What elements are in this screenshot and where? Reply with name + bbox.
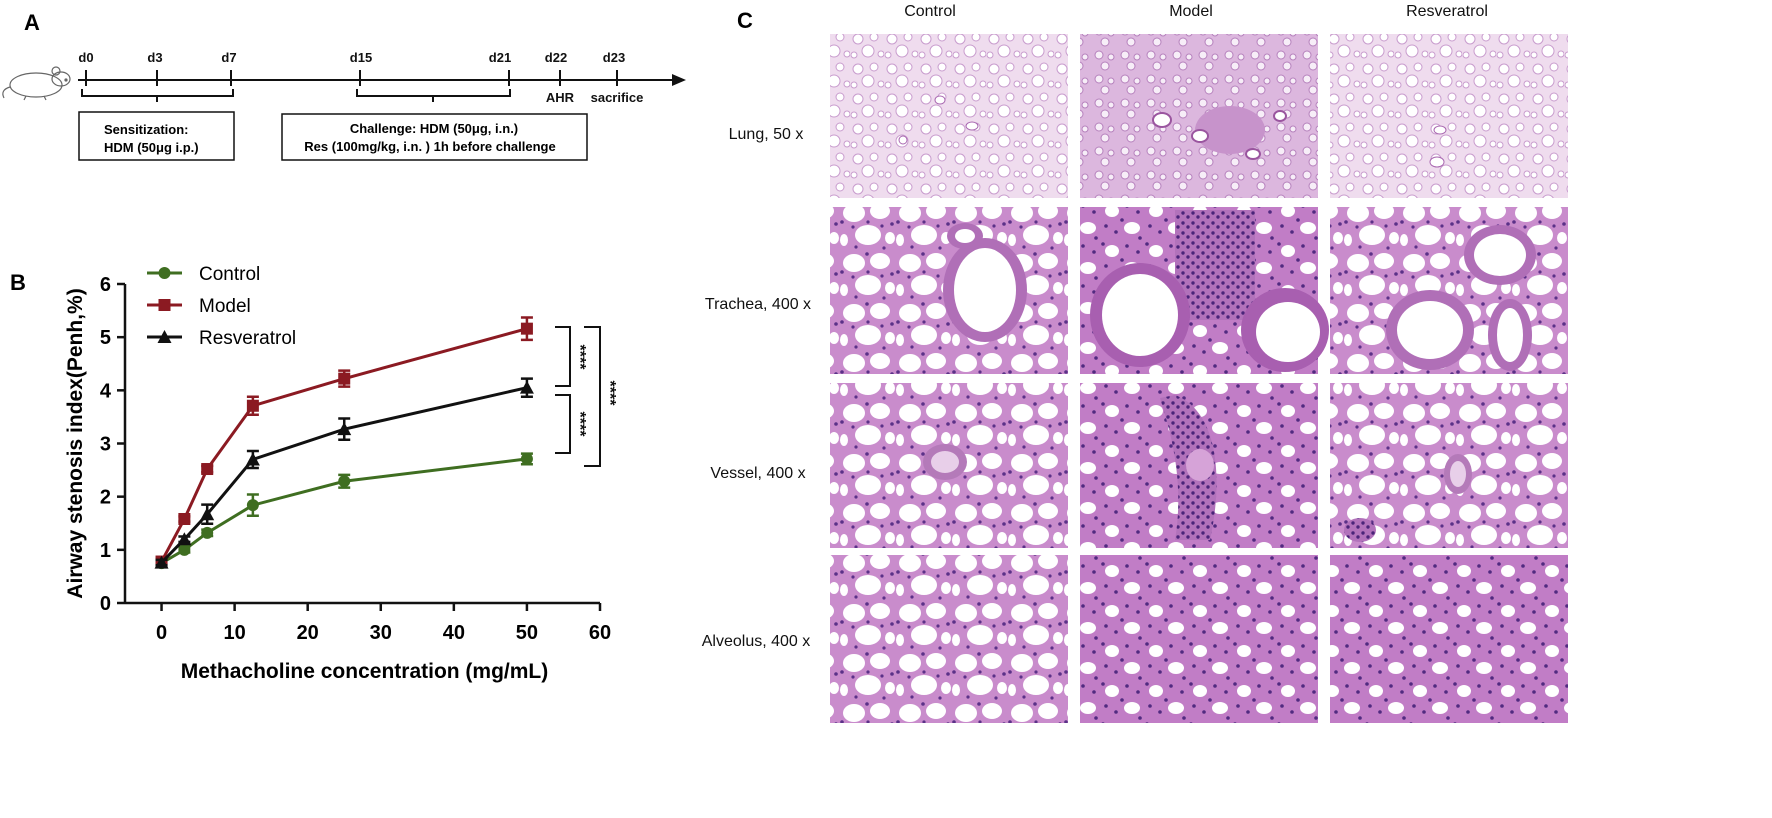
challenge-box: Challenge: HDM (50μg, i.n.) Res (100mg/k… xyxy=(281,113,588,161)
micrograph-trachea-control xyxy=(830,207,1068,374)
timeline-day-labels: d0 d3 d7 d15 d21 d22 d23 AHR sacrifice xyxy=(78,50,643,105)
y-tick-label: 6 xyxy=(100,274,111,296)
series-model xyxy=(155,316,533,568)
challenge-line: Challenge: HDM (50μg, i.n.) xyxy=(350,121,518,136)
sensitization-box: Sensitization: HDM (50μg i.p.) xyxy=(78,111,235,161)
data-point xyxy=(338,475,351,488)
sensitization-bracket xyxy=(81,89,234,102)
x-tick-label: 50 xyxy=(516,622,538,644)
data-point xyxy=(519,380,534,394)
data-point xyxy=(246,499,259,512)
panel-c: C Control Model Resveratrol Lung, 50 x T… xyxy=(702,3,1568,723)
day-label: d0 xyxy=(78,50,93,65)
x-tick-label: 40 xyxy=(443,622,465,644)
significance-mark: **** xyxy=(571,412,588,438)
panel-c-label: C xyxy=(737,8,753,33)
data-point xyxy=(520,452,533,465)
data-point xyxy=(178,543,191,556)
data-point xyxy=(177,532,192,546)
panel-a-label: A xyxy=(24,10,40,35)
y-tick-label: 4 xyxy=(100,380,112,402)
sensitization-line: Sensitization: xyxy=(104,122,189,137)
row-label: Lung, 50 x xyxy=(729,126,804,143)
data-point xyxy=(338,372,351,385)
y-tick-label: 1 xyxy=(100,540,111,562)
data-point xyxy=(201,463,214,476)
ahr-label: AHR xyxy=(546,90,575,105)
significance-mark: **** xyxy=(571,345,588,371)
x-tick-label: 60 xyxy=(589,622,611,644)
panel-b-label: B xyxy=(10,270,26,295)
challenge-bracket xyxy=(356,89,511,102)
panel-a: A d0 d3 d7 d15 d21 xyxy=(2,10,686,161)
micrograph-trachea-resveratrol xyxy=(1330,207,1568,374)
y-tick-label: 0 xyxy=(100,593,111,615)
column-header: Control xyxy=(904,3,956,20)
timeline xyxy=(78,70,686,102)
legend-marker xyxy=(158,299,171,311)
micrograph-trachea-model xyxy=(1080,207,1329,374)
x-tick-label: 0 xyxy=(156,622,167,644)
day-label: d21 xyxy=(489,50,511,65)
day-label: d22 xyxy=(545,50,567,65)
legend: Control Model Resveratrol xyxy=(147,264,296,349)
legend-marker xyxy=(157,330,172,343)
row-label: Alveolus, 400 x xyxy=(702,633,811,650)
legend-label: Resveratrol xyxy=(199,328,296,349)
bracket-resveratrol-vs-control xyxy=(555,394,571,454)
y-tick-label: 5 xyxy=(100,327,111,349)
data-point xyxy=(246,399,259,412)
micrograph-vessel-control xyxy=(830,383,1068,548)
sacrifice-label: sacrifice xyxy=(591,90,644,105)
data-point xyxy=(337,422,352,436)
data-point xyxy=(154,555,169,569)
significance-mark: **** xyxy=(601,381,618,407)
row-label: Trachea, 400 x xyxy=(705,296,811,313)
significance-annotations xyxy=(555,326,601,467)
micrograph-vessel-model xyxy=(1080,383,1318,548)
x-tick-label: 30 xyxy=(370,622,392,644)
micrograph-vessel-resveratrol xyxy=(1330,383,1568,548)
x-tick-label: 10 xyxy=(223,622,245,644)
micrograph-alveolus-control xyxy=(830,555,1068,723)
y-tick-label: 2 xyxy=(100,487,111,509)
y-tick-label: 3 xyxy=(100,434,111,456)
series-resveratrol xyxy=(154,377,534,569)
data-point xyxy=(200,507,215,521)
legend-label: Control xyxy=(199,264,260,285)
day-label: d23 xyxy=(603,50,625,65)
x-tick-label: 20 xyxy=(297,622,319,644)
day-label: d3 xyxy=(147,50,162,65)
y-axis-label: Airway stenosis index(Penh,%) xyxy=(64,288,87,598)
data-point xyxy=(178,512,191,525)
day-label: d15 xyxy=(350,50,372,65)
series-line xyxy=(160,327,528,563)
micrograph-alveolus-resveratrol xyxy=(1330,555,1568,723)
column-header: Model xyxy=(1169,3,1213,20)
data-point xyxy=(245,452,260,466)
x-axis-label: Methacholine concentration (mg/mL) xyxy=(181,660,549,683)
data-point xyxy=(201,526,214,539)
micrograph-lung-resveratrol xyxy=(1330,34,1568,198)
bracket-model-vs-resveratrol xyxy=(555,326,571,387)
mouse-icon xyxy=(2,66,71,101)
series-control xyxy=(155,452,533,570)
micrograph-lung-model xyxy=(1080,34,1318,198)
day-label: d7 xyxy=(221,50,236,65)
challenge-line: Res (100mg/kg, i.n. ) 1h before challeng… xyxy=(304,139,555,154)
micrograph-alveolus-model xyxy=(1080,555,1318,723)
timeline-arrowhead xyxy=(672,74,686,86)
legend-marker xyxy=(158,267,171,279)
legend-label: Model xyxy=(199,296,251,317)
sensitization-line: HDM (50μg i.p.) xyxy=(104,140,199,155)
row-label: Vessel, 400 x xyxy=(710,465,805,482)
data-point xyxy=(520,322,533,335)
column-header: Resveratrol xyxy=(1406,3,1488,20)
micrograph-lung-control xyxy=(830,34,1068,198)
bracket-model-vs-control xyxy=(584,326,601,467)
